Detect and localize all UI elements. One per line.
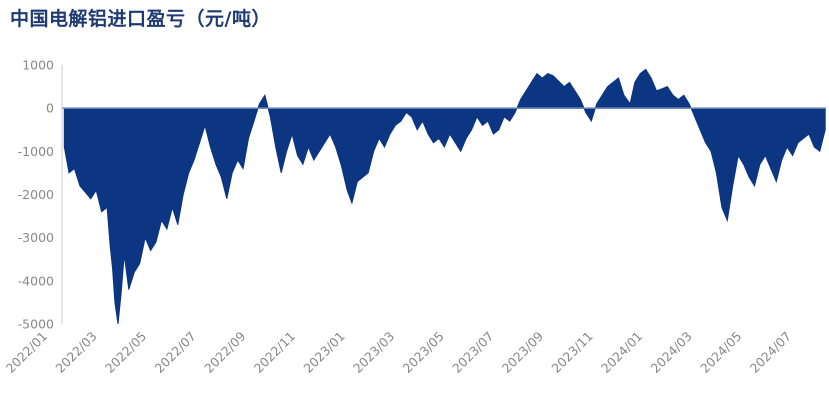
x-tick-label: 2024/07 [747,329,794,376]
x-tick-label: 2023/11 [548,329,595,376]
x-tick-label: 2022/09 [201,328,248,375]
x-tick-label: 2024/05 [697,329,744,376]
y-tick-label: 1000 [22,58,54,73]
x-axis: 2022/01 2022/03 2022/05 2022/07 2022/09 2022/… [3,328,794,375]
x-tick-label: 2023/09 [499,328,546,375]
chart-title: 中国电解铝进口盈亏（元/吨） [10,8,271,30]
x-tick-label: 2022/05 [102,329,149,376]
x-tick-label: 2023/01 [300,329,347,376]
x-tick-label: 2022/07 [152,329,199,376]
x-tick-label: 2023/07 [449,329,496,376]
x-tick-label: 2022/11 [251,329,298,376]
y-tick-label: -4000 [18,273,54,288]
y-tick-label: 0 [46,101,54,116]
y-tick-label: -1000 [18,144,54,159]
y-tick-label: -5000 [18,317,54,332]
x-tick-label: 2024/01 [598,329,645,376]
x-tick-label: 2022/03 [52,329,99,376]
y-tick-label: -2000 [18,187,54,202]
x-tick-label: 2023/03 [350,329,397,376]
x-tick-label: 2023/05 [400,329,447,376]
x-tick-label: 2024/03 [648,329,695,376]
x-tick-label: 2022/01 [3,329,50,376]
y-axis: 1000 0 -1000 -2000 -3000 -4000 -5000 [18,58,63,332]
plot-area [62,68,826,325]
y-tick-label: -3000 [18,230,54,245]
